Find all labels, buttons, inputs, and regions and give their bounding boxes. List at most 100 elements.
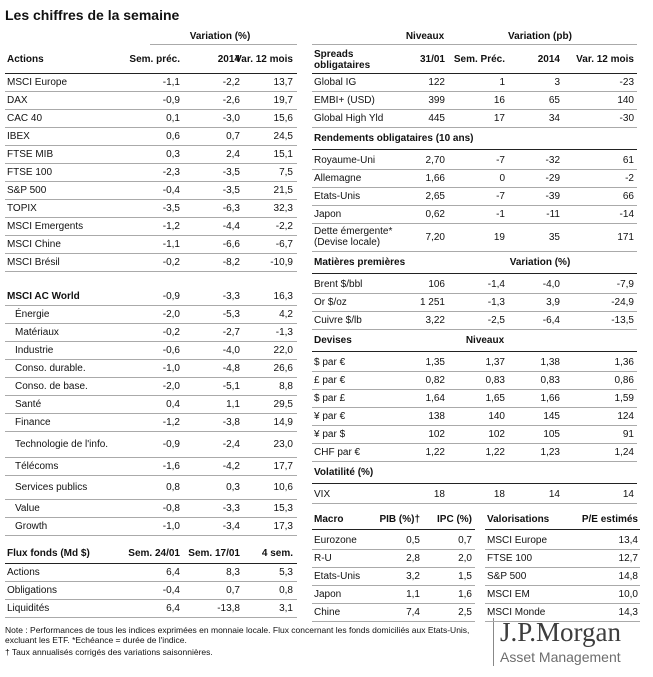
cell-value: 10,0 bbox=[618, 588, 638, 600]
cell-value: -32 bbox=[545, 154, 560, 166]
cell-value: -3,5 bbox=[222, 184, 240, 196]
cell-value: -1,1 bbox=[162, 238, 180, 250]
rule bbox=[5, 341, 297, 342]
cell-value: 140 bbox=[617, 94, 634, 106]
cell-value: -6,3 bbox=[222, 202, 240, 214]
cell-value: 10,6 bbox=[273, 481, 293, 493]
rule bbox=[312, 251, 637, 252]
cell-value: -30 bbox=[619, 112, 634, 124]
logo-name: J.P.Morgan bbox=[500, 616, 622, 647]
row-label: Brent $/bbl bbox=[314, 278, 363, 290]
rule bbox=[312, 44, 637, 45]
row-label: Cuivre $/lb bbox=[314, 314, 362, 326]
cell-value: -0,9 bbox=[162, 438, 180, 450]
logo-tagline: Asset Management bbox=[500, 648, 621, 665]
cell-value: 138 bbox=[428, 410, 445, 422]
cell-value: -2,0 bbox=[162, 308, 180, 320]
cell-value: -1,3 bbox=[275, 326, 293, 338]
section-title: Matières premières bbox=[314, 256, 406, 268]
row-label: Énergie bbox=[15, 308, 50, 320]
cell-value: 2,8 bbox=[406, 552, 420, 564]
cell-value: -3,0 bbox=[222, 112, 240, 124]
cell-value: 7,4 bbox=[406, 606, 420, 618]
column-header: Flux fonds (Md $) bbox=[7, 547, 90, 559]
cell-value: -6,7 bbox=[275, 238, 293, 250]
row-label: MSCI Europe bbox=[7, 76, 68, 88]
rule bbox=[150, 44, 297, 45]
cell-value: 32,3 bbox=[273, 202, 293, 214]
cell-value: -0,4 bbox=[162, 184, 180, 196]
row-label: Matériaux bbox=[15, 326, 59, 338]
cell-value: -0,9 bbox=[162, 94, 180, 106]
cell-value: -3,8 bbox=[222, 416, 240, 428]
column-header: Sem. préc. bbox=[129, 54, 180, 65]
row-label: Obligations bbox=[7, 584, 58, 596]
cell-value: -6,6 bbox=[222, 238, 240, 250]
cell-value: 35 bbox=[548, 231, 560, 243]
rule bbox=[485, 529, 640, 530]
rule bbox=[5, 271, 297, 272]
column-header: Sem. Préc. bbox=[453, 54, 505, 65]
rule bbox=[485, 621, 640, 622]
cell-value: 0,7 bbox=[226, 584, 240, 596]
column-header: Sem. 24/01 bbox=[128, 547, 180, 559]
cell-value: 0,3 bbox=[166, 148, 180, 160]
column-header: Macro bbox=[314, 513, 344, 525]
cell-value: -4,8 bbox=[222, 362, 240, 374]
cell-value: -14 bbox=[619, 208, 634, 220]
cell-value: 124 bbox=[617, 410, 634, 422]
cell-value: 16 bbox=[493, 94, 505, 106]
cell-value: 16,3 bbox=[273, 290, 293, 302]
rule bbox=[312, 585, 475, 586]
cell-value: -11 bbox=[546, 208, 560, 220]
row-label: Conso. durable. bbox=[15, 362, 86, 374]
column-header: 4 sem. bbox=[261, 547, 293, 559]
column-header: 2014 bbox=[537, 54, 560, 65]
cell-value: 1 251 bbox=[419, 296, 445, 308]
rule bbox=[312, 567, 475, 568]
rule bbox=[312, 109, 637, 110]
cell-value: -3,5 bbox=[162, 202, 180, 214]
cell-value: 5,3 bbox=[279, 566, 293, 578]
cell-value: 3,2 bbox=[406, 570, 420, 582]
cell-value: -1,1 bbox=[162, 76, 180, 88]
rule bbox=[312, 187, 637, 188]
cell-value: 0,7 bbox=[458, 534, 472, 546]
cell-value: 0,3 bbox=[226, 481, 240, 493]
cell-value: -5,3 bbox=[222, 308, 240, 320]
logo-divider bbox=[493, 618, 494, 666]
cell-value: 29,5 bbox=[273, 398, 293, 410]
row-label: $ par £ bbox=[314, 392, 346, 404]
cell-value: 0,6 bbox=[166, 130, 180, 142]
rule bbox=[5, 253, 297, 254]
cell-value: -0,4 bbox=[162, 584, 180, 596]
row-label: Or $/oz bbox=[314, 296, 347, 308]
cell-value: -7 bbox=[496, 154, 505, 166]
cell-value: -2,7 bbox=[222, 326, 240, 338]
row-label: EMBI+ (USD) bbox=[314, 94, 375, 106]
cell-value: 3,22 bbox=[425, 314, 445, 326]
rule bbox=[312, 149, 637, 150]
cell-value: 7,5 bbox=[279, 166, 293, 178]
cell-value: 7,20 bbox=[425, 231, 445, 243]
cell-value: 66 bbox=[622, 190, 634, 202]
cell-value: -4,2 bbox=[222, 460, 240, 472]
cell-value: -1,4 bbox=[487, 278, 505, 290]
rule bbox=[5, 109, 297, 110]
row-label: S&P 500 bbox=[487, 570, 527, 582]
rule bbox=[5, 395, 297, 396]
cell-value: 1,23 bbox=[540, 446, 560, 458]
cell-value: 17 bbox=[493, 112, 505, 124]
rule bbox=[485, 567, 640, 568]
row-label: Conso. de base. bbox=[15, 380, 88, 392]
rule bbox=[312, 223, 637, 224]
rule bbox=[485, 549, 640, 550]
cell-value: 105 bbox=[543, 428, 560, 440]
cell-value: 2,5 bbox=[458, 606, 472, 618]
cell-value: -8,2 bbox=[222, 256, 240, 268]
rule bbox=[5, 323, 297, 324]
row-label: DAX bbox=[7, 94, 28, 106]
cell-value: 0,86 bbox=[614, 374, 634, 386]
cell-value: -3,5 bbox=[222, 166, 240, 178]
cell-value: -1,3 bbox=[487, 296, 505, 308]
